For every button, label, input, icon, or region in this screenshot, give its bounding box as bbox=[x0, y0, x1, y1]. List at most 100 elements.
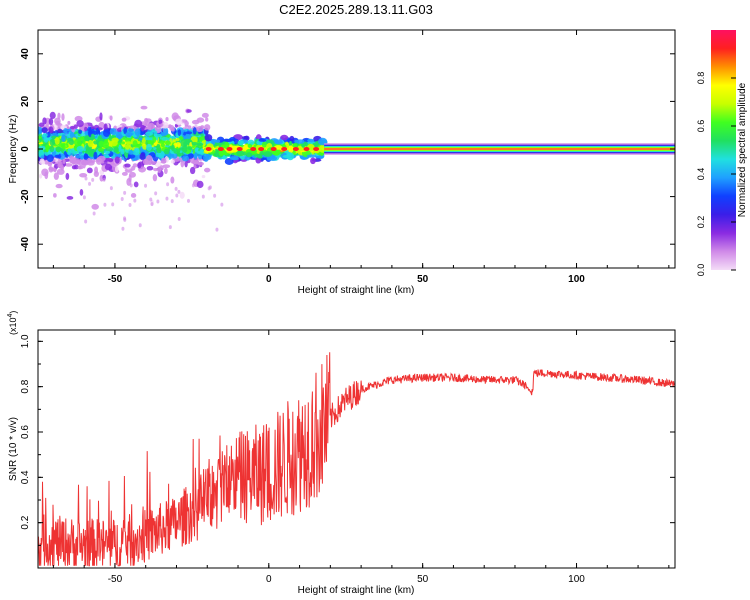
heatmap-blob bbox=[38, 129, 43, 135]
heatmap-blob bbox=[181, 155, 189, 162]
snr-xlabel: Height of straight line (km) bbox=[298, 585, 415, 596]
heatmap-blob bbox=[133, 181, 139, 188]
heatmap-blob bbox=[62, 142, 66, 151]
colorbar-gradient bbox=[711, 30, 736, 270]
heatmap-blob bbox=[48, 126, 54, 134]
heatmap-blob bbox=[57, 112, 61, 120]
heatmap-outlier bbox=[154, 191, 158, 196]
heatmap-blob bbox=[196, 180, 204, 189]
heatmap-blob bbox=[120, 148, 125, 155]
heatmap-blob bbox=[48, 166, 54, 173]
snr-plot-area bbox=[38, 330, 675, 568]
heatmap-blob bbox=[142, 144, 148, 150]
heatmap-outlier bbox=[84, 176, 88, 181]
heatmap-outlier bbox=[166, 182, 170, 187]
heatmap-blob bbox=[124, 144, 131, 150]
heatmap-blob bbox=[93, 140, 98, 145]
heatmap-blob bbox=[75, 159, 81, 164]
heatmap-blob bbox=[186, 109, 192, 113]
snr-ticks: -50 0 50 100 0.2 0.4 0.6 0.8 1.0 bbox=[20, 330, 675, 585]
heatmap-blob bbox=[41, 127, 48, 134]
heatmap-outlier bbox=[91, 177, 95, 182]
heatmap-peak bbox=[205, 147, 212, 151]
heatmap-blob bbox=[64, 163, 73, 167]
heatmap-blob bbox=[93, 171, 100, 177]
snr-frame bbox=[37, 329, 676, 569]
heatmap-blob bbox=[153, 167, 159, 172]
heatmap-outlier bbox=[177, 189, 181, 194]
x-tick-label: 50 bbox=[417, 274, 429, 285]
heatmap-blob bbox=[49, 111, 56, 120]
spectrogram-xlabel: Height of straight line (km) bbox=[298, 285, 415, 296]
heatmap-blob bbox=[49, 138, 56, 146]
heatmap-blob bbox=[102, 129, 111, 137]
heatmap-peak bbox=[226, 147, 233, 151]
y-tick-label: 0.8 bbox=[20, 379, 31, 393]
heatmap-blob bbox=[156, 147, 162, 154]
heatmap-outlier bbox=[213, 193, 217, 198]
heatmap-peak bbox=[313, 147, 320, 151]
heatmap-blob bbox=[125, 132, 133, 138]
heatmap-outlier bbox=[120, 196, 124, 201]
heatmap-blob bbox=[91, 128, 95, 135]
heatmap-blob bbox=[121, 171, 128, 176]
colorbar-label: Normalized spectral amplitude bbox=[737, 82, 748, 217]
heatmap-outlier bbox=[111, 202, 115, 207]
heatmap-blob bbox=[245, 152, 253, 158]
heatmap-blob bbox=[168, 124, 172, 129]
heatmap-blob bbox=[84, 126, 88, 132]
heatmap-blob bbox=[194, 147, 199, 153]
heatmap-blob bbox=[124, 168, 133, 173]
heatmap-blob bbox=[159, 165, 164, 171]
heatmap-blob bbox=[133, 147, 140, 156]
heatmap-blob bbox=[147, 122, 155, 130]
colorbar-tick-label: 0.4 bbox=[696, 168, 706, 181]
heatmap-blob bbox=[145, 118, 152, 123]
heatmap-blob bbox=[160, 142, 165, 148]
heatmap-blob bbox=[110, 140, 118, 147]
heatmap-blob bbox=[132, 140, 138, 147]
heatmap-blob bbox=[124, 141, 133, 145]
heatmap-blob bbox=[38, 145, 46, 151]
heatmap-blob bbox=[204, 167, 211, 173]
heatmap-blob bbox=[167, 146, 175, 150]
heatmap-blob bbox=[54, 154, 62, 159]
heatmap-outlier bbox=[84, 219, 88, 224]
heatmap-outlier bbox=[133, 198, 137, 203]
heatmap-blob bbox=[104, 163, 113, 171]
heatmap-outlier bbox=[121, 226, 125, 231]
heatmap-blob bbox=[123, 127, 128, 135]
y-tick-label: 1.0 bbox=[20, 334, 31, 348]
heatmap-blob bbox=[53, 193, 57, 198]
heatmap-blob bbox=[80, 160, 89, 166]
heatmap-blob bbox=[161, 136, 169, 141]
heatmap-blob bbox=[198, 136, 203, 142]
heatmap-blob bbox=[44, 171, 49, 180]
snr-series-line bbox=[38, 352, 675, 567]
heatmap-blob bbox=[286, 152, 295, 161]
heatmap-outlier bbox=[201, 194, 205, 199]
heatmap-outlier bbox=[82, 195, 86, 200]
heatmap-blob bbox=[55, 146, 62, 153]
heatmap-blob bbox=[109, 115, 113, 121]
heatmap-blob bbox=[109, 128, 117, 135]
heatmap-blob bbox=[85, 148, 93, 155]
heatmap-blob bbox=[103, 150, 111, 155]
heatmap-blob bbox=[204, 124, 211, 131]
heatmap-blob bbox=[163, 167, 168, 175]
heatmap-blob bbox=[158, 119, 163, 125]
heatmap-outlier bbox=[88, 181, 92, 186]
heatmap-blob bbox=[113, 146, 119, 153]
heatmap-blob bbox=[69, 155, 74, 164]
heatmap-blob bbox=[73, 164, 79, 170]
heatmap-blob bbox=[87, 139, 94, 148]
heatmap-blob bbox=[55, 120, 61, 126]
heatmap-blob bbox=[93, 151, 98, 160]
snr-multiplier-close: ) bbox=[8, 311, 18, 314]
colorbar-ticks: 0.0 0.2 0.4 0.6 0.8 bbox=[696, 72, 736, 276]
heatmap-blob bbox=[187, 153, 194, 159]
heatmap-blob bbox=[128, 150, 134, 155]
heatmap-blob bbox=[42, 117, 47, 125]
heatmap-blob bbox=[140, 124, 146, 131]
